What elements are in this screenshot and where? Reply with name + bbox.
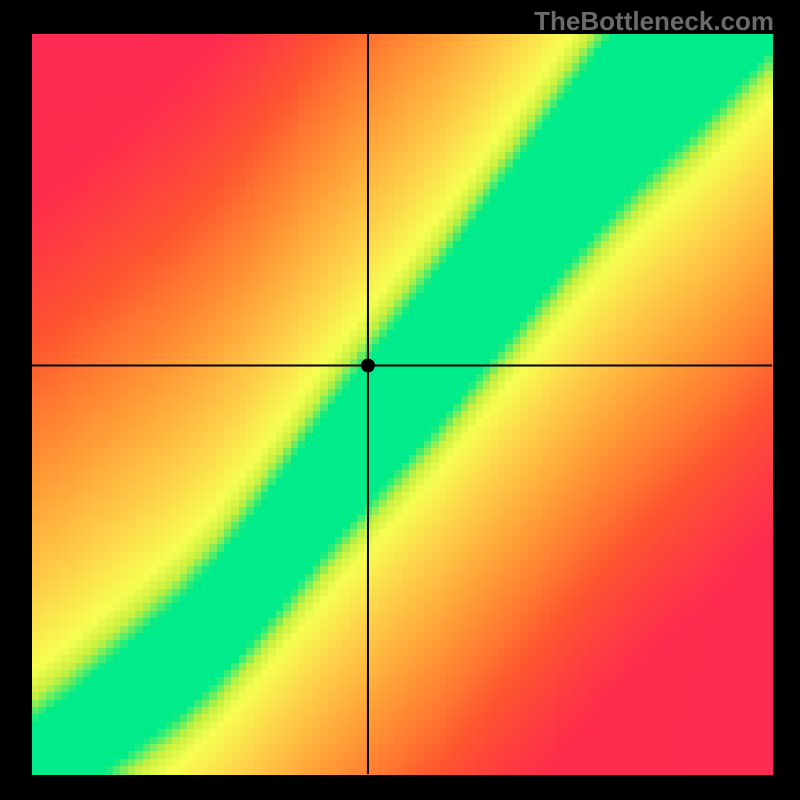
chart-container: { "watermark": { "text": "TheBottleneck.… (0, 0, 800, 800)
watermark-text: TheBottleneck.com (534, 6, 774, 37)
crosshair-overlay (0, 0, 800, 800)
